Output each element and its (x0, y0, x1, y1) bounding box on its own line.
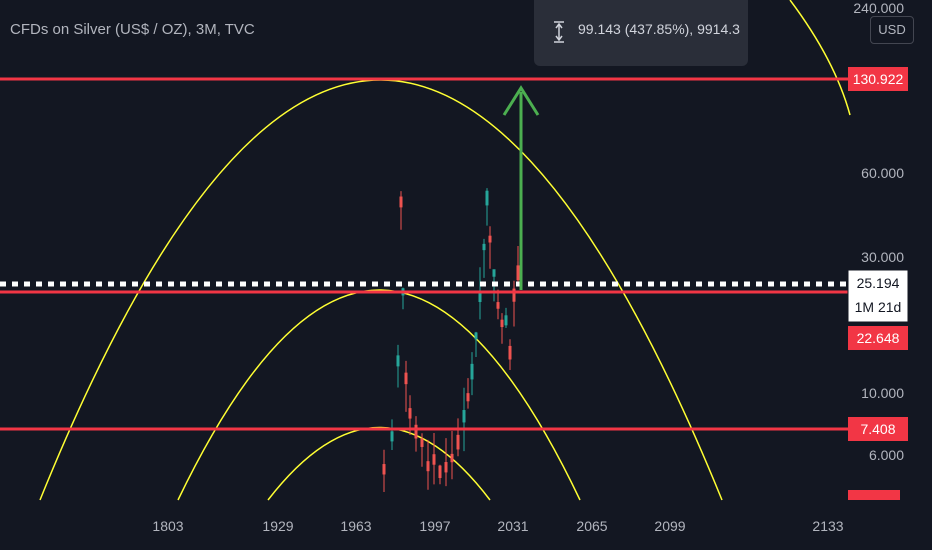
level-price-label: 22.648 (857, 330, 900, 346)
y-tick-label: 10.000 (861, 385, 904, 401)
candle-body (478, 291, 482, 302)
candle-body (485, 190, 489, 206)
candle-body (382, 464, 386, 475)
measure-arrow (502, 85, 540, 290)
candle-body (504, 315, 508, 326)
candle-body (466, 393, 470, 402)
current-price-countdown: 1M 21d (855, 299, 902, 315)
current-price-label: 25.194 (857, 275, 900, 291)
measure-text: 99.143 (437.85%), 9914.3 (578, 21, 740, 37)
candle-body (500, 319, 504, 328)
candle-body (488, 235, 492, 243)
level-price-tag (848, 417, 908, 441)
candle-body (414, 424, 418, 439)
x-tick-label: 1803 (152, 518, 183, 534)
candle-body (396, 355, 400, 367)
y-axis: 240.000 60.000 30.000 10.000 6.000 (853, 0, 904, 463)
currency-button[interactable]: USD (870, 16, 914, 44)
candles (382, 188, 520, 493)
level-price-label: 130.922 (853, 71, 904, 87)
level-price-tag (848, 326, 908, 350)
chart-title: CFDs on Silver (US$ / OZ), 3M, TVC (10, 21, 255, 38)
y-tick-label: 6.000 (869, 447, 904, 463)
price-tags: 130.922 22.648 7.408 25.194 1M 21d (847, 67, 909, 500)
candle-body (450, 453, 454, 463)
candle-body (420, 438, 424, 447)
arc-middle (177, 289, 581, 501)
candle-body (474, 332, 478, 340)
candle-body (512, 288, 516, 302)
candle-body (432, 454, 436, 465)
candle-body (438, 465, 442, 479)
candle-body (492, 269, 496, 277)
arc-top-right (789, 0, 851, 116)
x-tick-label: 1963 (340, 518, 371, 534)
x-tick-label: 2031 (497, 518, 528, 534)
candle-body (516, 265, 520, 281)
measure-range-icon (554, 21, 564, 43)
candle-body (482, 243, 486, 251)
x-tick-label: 1929 (262, 518, 293, 534)
x-tick-label: 2133 (812, 518, 843, 534)
level-price-tag (848, 67, 908, 91)
candle-body (404, 372, 408, 385)
candle-body (408, 408, 412, 419)
x-tick-label: 2065 (576, 518, 607, 534)
x-axis: 1803 1929 1963 1997 2031 2065 2099 2133 (152, 518, 843, 534)
y-tick-label: 240.000 (853, 0, 904, 16)
candle-body (426, 461, 430, 472)
candle-body (508, 345, 512, 360)
candle-body (390, 431, 394, 442)
candle-body (462, 410, 466, 423)
measure-tooltip: 99.143 (437.85%), 9914.3 (534, 0, 748, 66)
level-price-tag-partial (848, 490, 900, 500)
x-tick-label: 2099 (654, 518, 685, 534)
candle-body (470, 363, 474, 380)
level-price-label: 7.408 (860, 421, 895, 437)
candle-body (456, 434, 460, 450)
horizontal-levels[interactable] (0, 77, 848, 431)
y-tick-label: 60.000 (861, 165, 904, 181)
candle-body (496, 302, 500, 309)
y-tick-label: 30.000 (861, 249, 904, 265)
candle-body (399, 196, 403, 208)
x-tick-label: 1997 (419, 518, 450, 534)
current-price-tag (847, 269, 909, 323)
candle-body (444, 462, 448, 473)
